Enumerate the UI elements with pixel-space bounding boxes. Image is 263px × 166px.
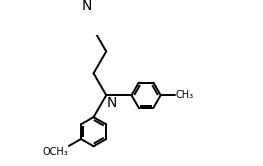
Text: OCH₃: OCH₃: [42, 147, 68, 157]
Text: CH₃: CH₃: [176, 90, 194, 100]
Text: N: N: [82, 0, 92, 13]
Text: N: N: [107, 96, 117, 110]
